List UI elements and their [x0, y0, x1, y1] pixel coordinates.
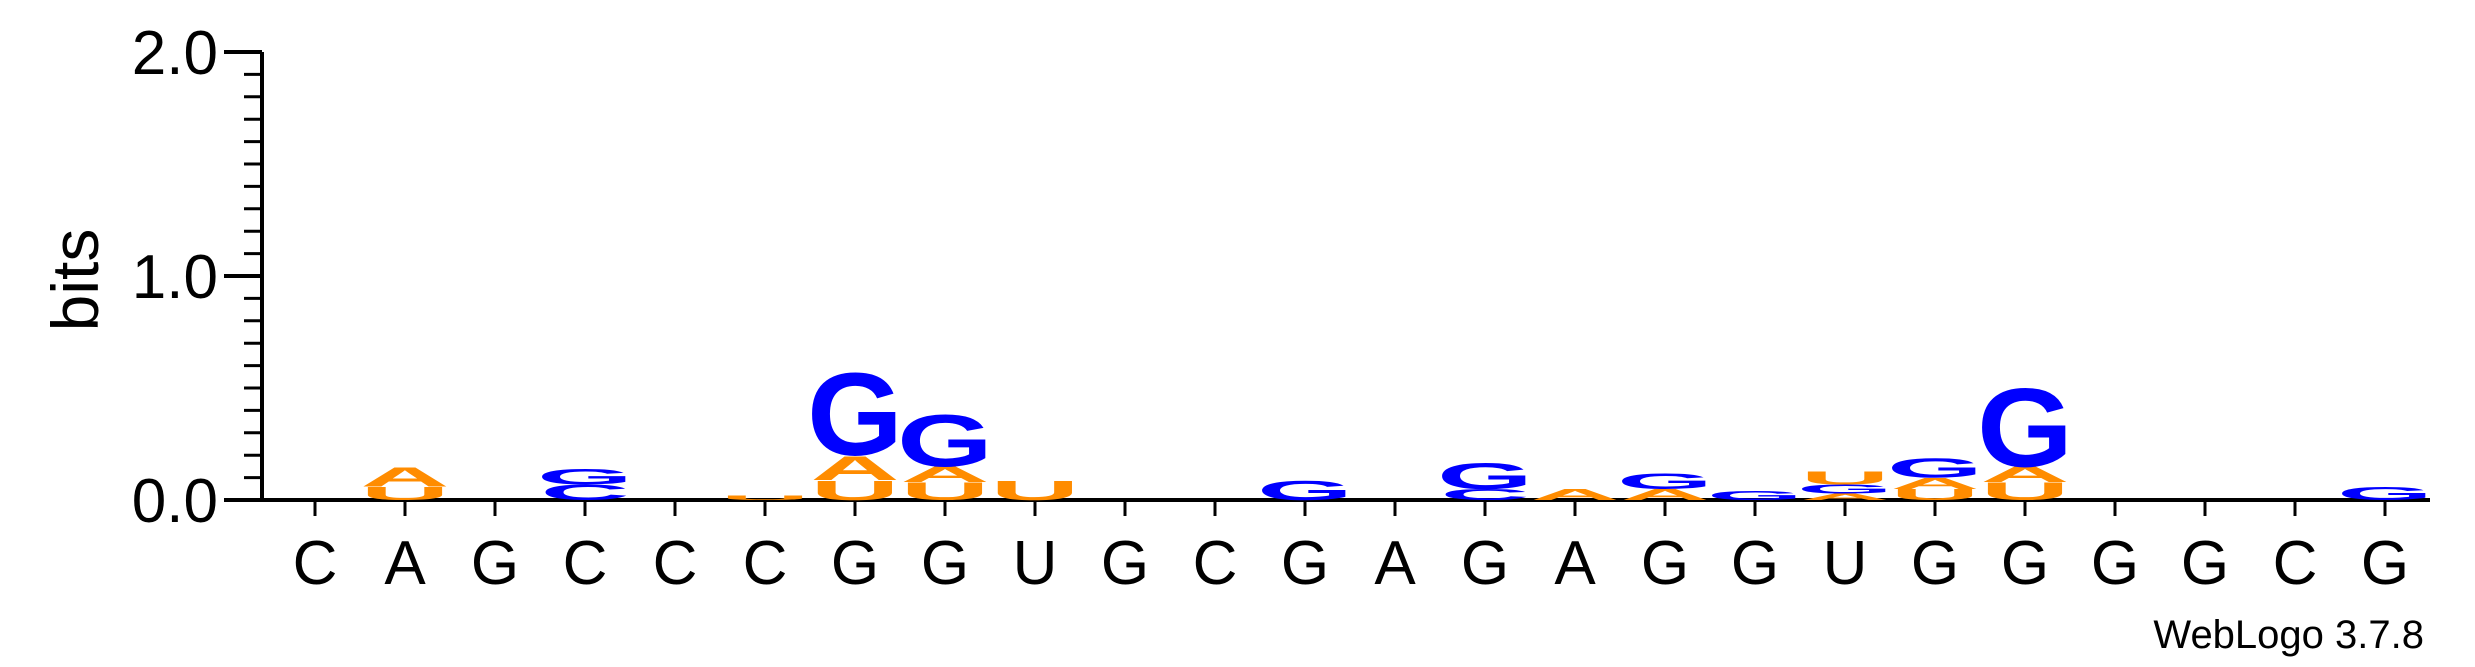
x-tick-label: U	[1823, 529, 1868, 598]
x-tick-label: A	[1374, 529, 1416, 598]
x-tick-label: G	[921, 529, 969, 598]
logo-letter-G: G	[1617, 469, 1713, 493]
logo-letter-G: G	[897, 399, 993, 482]
logo-letter-G: G	[1797, 482, 1893, 496]
x-tick-label: C	[1193, 529, 1238, 598]
x-tick-label: G	[1281, 529, 1329, 598]
logo-letter-C: C	[1440, 486, 1529, 504]
x-tick-label: C	[2273, 529, 2318, 598]
logo-letter-U: U	[1800, 467, 1889, 488]
logo-letter-C: C	[540, 480, 629, 504]
x-tick-label: A	[1554, 529, 1596, 598]
x-tick-label: G	[1461, 529, 1509, 598]
x-tick-label: G	[1911, 529, 1959, 598]
logo-letter-G: G	[537, 465, 633, 489]
logo-letter-U: U	[360, 483, 449, 504]
logo-letter-G: G	[2337, 483, 2433, 504]
x-tick-label: G	[2361, 529, 2409, 598]
logo-letter-U: U	[810, 475, 899, 506]
logo-letter-G: G	[1437, 455, 1533, 497]
x-tick-label: C	[293, 529, 338, 598]
logo-letter-A: A	[1890, 475, 1979, 493]
logo-letter-G: G	[1707, 489, 1803, 503]
logo-letter-A: A	[1620, 486, 1709, 504]
x-tick-label: G	[1731, 529, 1779, 598]
x-tick-label: U	[1013, 529, 1058, 598]
logo-letter-U: U	[1980, 477, 2069, 505]
logo-letter-G: G	[807, 349, 903, 481]
x-tick-label: C	[743, 529, 788, 598]
x-tick-label: G	[2091, 529, 2139, 598]
logo-letter-A: A	[810, 449, 899, 487]
x-tick-label: G	[831, 529, 879, 598]
x-tick-label: G	[2001, 529, 2049, 598]
logo-letter-U: U	[990, 475, 1079, 506]
y-axis-label: bits	[38, 229, 112, 332]
logo-letter-U: U	[900, 477, 989, 505]
logo-letter-A: A	[1800, 492, 1889, 502]
x-tick-label: G	[1641, 529, 1689, 598]
y-tick-label: 1.0	[132, 243, 218, 312]
weblogo-credit: WebLogo 3.7.8	[2153, 613, 2424, 657]
logo-letter-A: A	[900, 462, 989, 486]
x-tick-label: A	[384, 529, 426, 598]
logo-letter-U: U	[1890, 486, 1979, 504]
y-tick-label: 0.0	[132, 467, 218, 536]
x-tick-label: C	[563, 529, 608, 598]
y-tick-label: 2.0	[132, 19, 218, 88]
x-tick-label: G	[1101, 529, 1149, 598]
logo-letter-U: U	[720, 494, 809, 501]
x-tick-label: C	[653, 529, 698, 598]
logo-letter-A: A	[1530, 486, 1619, 504]
x-tick-label: G	[2181, 529, 2229, 598]
logo-letter-G: G	[1977, 365, 2073, 490]
y-axis: 0.0 1.0 2.0	[132, 19, 264, 536]
logo-letter-A: A	[1980, 462, 2069, 486]
logo-letter-A: A	[360, 461, 449, 492]
x-tick-label: G	[471, 529, 519, 598]
logo-letter-G: G	[1257, 475, 1353, 506]
logo-letter-G: G	[1887, 452, 1983, 483]
